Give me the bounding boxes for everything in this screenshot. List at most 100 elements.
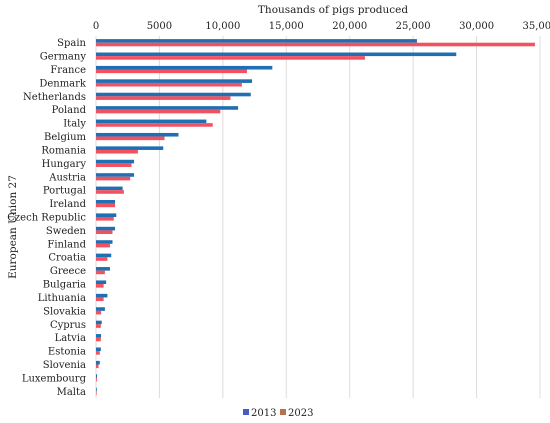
bar-2023-croatia: [96, 257, 108, 261]
gridlines: [95, 36, 541, 398]
category-label: Bulgaria: [43, 280, 86, 291]
bar-2023-belgium: [96, 136, 165, 141]
bar-2013-germany: [96, 52, 457, 57]
bar-2013-bulgaria: [96, 280, 107, 285]
category-label: Malta: [57, 387, 86, 398]
bar-2023-portugal: [96, 190, 124, 194]
bar-2023-ireland: [96, 203, 116, 208]
legend-swatch-2023: [280, 409, 286, 415]
category-label: Luxembourg: [22, 373, 87, 384]
bar-2013-netherlands: [96, 92, 251, 97]
bar-2013-hungary: [96, 159, 135, 164]
bar-2023-netherlands: [96, 96, 231, 100]
category-label: Austria: [48, 172, 86, 183]
bar-2013-denmark: [96, 79, 253, 83]
bar-2023-czech-republic: [96, 217, 114, 221]
category-label: Estonia: [48, 347, 86, 358]
bar-2013-malta: [96, 387, 97, 392]
x-tick-label: 15,000: [269, 21, 304, 32]
bar-2013-france: [96, 65, 273, 70]
bar-2023-latvia: [96, 337, 101, 342]
bar-2023-france: [96, 69, 247, 74]
category-label: Italy: [63, 119, 86, 130]
category-label: France: [50, 65, 86, 76]
legend-swatch-2013: [243, 409, 249, 415]
bar-2013-croatia: [96, 253, 112, 258]
category-label: Slovenia: [43, 360, 86, 371]
x-tick-label: 5000: [147, 21, 172, 32]
bar-2023-luxembourg: [96, 377, 97, 382]
category-label: Lithuania: [38, 293, 86, 304]
category-label: Cyprus: [50, 320, 86, 331]
category-label: Romania: [41, 145, 86, 156]
bar-2023-slovakia: [96, 310, 102, 315]
y-axis-title: European Union 27: [7, 175, 19, 279]
bar-2013-poland: [96, 106, 239, 110]
category-label: Croatia: [48, 253, 86, 264]
bar-2023-lithuania: [96, 297, 104, 302]
x-tick-label: 0: [93, 21, 99, 32]
bar-2013-estonia: [96, 347, 101, 352]
bar-2023-greece: [96, 270, 105, 275]
bar-2013-sweden: [96, 226, 116, 231]
bar-2023-poland: [96, 109, 221, 114]
x-tick-label: 25,000: [396, 21, 431, 32]
category-label: Latvia: [55, 333, 86, 344]
bar-2013-belgium: [96, 132, 179, 137]
legend: 2013 2023: [243, 408, 313, 419]
category-label: Poland: [52, 105, 87, 116]
bar-2023-estonia: [96, 351, 100, 355]
bar-2013-austria: [96, 173, 135, 177]
bar-2013-ireland: [96, 199, 116, 204]
category-label: Spain: [57, 38, 86, 49]
bar-2023-germany: [96, 56, 365, 60]
bar-2023-italy: [96, 123, 213, 127]
legend-label-2013: 2013: [251, 408, 276, 419]
bar-2023-spain: [96, 42, 535, 47]
bar-2013-slovenia: [96, 360, 100, 365]
bar-2023-austria: [96, 176, 131, 181]
bars: [96, 39, 535, 395]
bar-2023-denmark: [96, 82, 242, 87]
bar-2023-malta: [96, 391, 97, 395]
x-tick-labels: 0 5000 10,000 15,000 20,000 25,000 30,000 35,00…: [93, 21, 550, 32]
bar-2023-romania: [96, 149, 138, 154]
x-axis-title: Thousands of pigs produced: [258, 4, 408, 16]
category-label: Belgium: [44, 132, 87, 143]
bar-2023-bulgaria: [96, 284, 104, 288]
category-label: Ireland: [49, 199, 86, 210]
category-label: Denmark: [39, 78, 87, 89]
bar-2023-hungary: [96, 163, 132, 167]
category-label: Netherlands: [23, 92, 86, 103]
x-tick-label: 20,000: [332, 21, 367, 32]
category-label: Czech Republic: [7, 213, 86, 224]
bar-2013-cyprus: [96, 320, 102, 325]
category-label: Greece: [50, 266, 86, 277]
bar-2013-spain: [96, 39, 417, 43]
category-label: Germany: [40, 52, 87, 63]
bar-2013-slovakia: [96, 307, 105, 311]
x-tick-label: 35,000: [523, 21, 550, 32]
legend-label-2023: 2023: [288, 408, 313, 419]
bar-2013-italy: [96, 119, 207, 124]
category-label: Portugal: [43, 186, 86, 197]
bar-2013-luxembourg: [96, 374, 98, 378]
bar-2013-latvia: [96, 334, 102, 338]
bar-2023-sweden: [96, 230, 113, 235]
category-label: Finland: [47, 239, 86, 250]
category-label: Slovakia: [43, 306, 86, 317]
x-tick-label: 10,000: [205, 21, 240, 32]
category-label: Hungary: [42, 159, 87, 170]
bar-2023-finland: [96, 243, 110, 248]
x-tick-label: 30,000: [459, 21, 494, 32]
category-labels: Spain Germany France Denmark Netherlands Pola…: [7, 38, 87, 398]
bar-2013-finland: [96, 240, 113, 244]
category-label: Sweden: [46, 226, 87, 237]
bar-2023-slovenia: [96, 364, 99, 369]
bar-2013-czech-republic: [96, 213, 117, 217]
bar-2013-portugal: [96, 186, 123, 191]
bar-2023-cyprus: [96, 324, 101, 328]
bar-2013-lithuania: [96, 293, 108, 298]
bar-2013-greece: [96, 267, 110, 271]
